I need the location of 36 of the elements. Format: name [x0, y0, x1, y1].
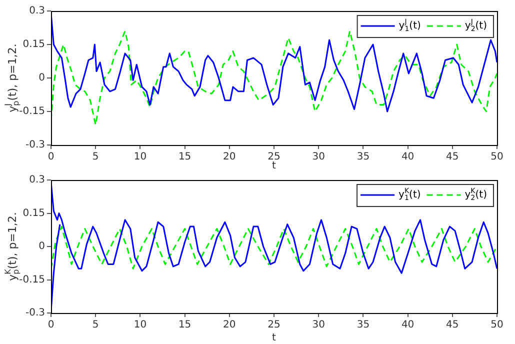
y-tick-label: 0	[38, 241, 45, 252]
x-tick-label: 30	[312, 320, 325, 331]
x-tick-label: 40	[401, 320, 414, 331]
y-tick-label: 0.3	[29, 6, 45, 17]
x-tick-label: 45	[446, 320, 459, 331]
x-tick-label: 50	[490, 320, 504, 331]
x-tick-label: 10	[134, 152, 147, 163]
x-tick-label: 25	[268, 152, 280, 163]
x-tick-label: 35	[356, 320, 370, 331]
y-tick-label: 0.3	[29, 174, 45, 186]
x-tick-label: 10	[134, 320, 147, 331]
x-tick-label: 5	[92, 320, 99, 331]
y-tick-label: 0.15	[22, 208, 45, 219]
y-tick-label: -0.15	[19, 274, 45, 286]
y-axis-title: ypK(t), p=1,2.	[4, 212, 20, 281]
x-tick-label: 15	[178, 152, 192, 163]
x-tick-label: 30	[312, 152, 325, 163]
x-tick-label: 35	[356, 152, 370, 163]
x-tick-label: 40	[401, 152, 414, 163]
x-tick-label: 25	[268, 320, 280, 331]
y-tick-label: -0.3	[25, 140, 45, 151]
x-tick-label: 20	[223, 320, 236, 331]
x-tick-label: 15	[178, 320, 192, 331]
x-tick-label: 5	[92, 152, 99, 163]
y-tick-label: 0.15	[22, 39, 45, 50]
x-tick-label: 0	[48, 320, 54, 331]
x-tick-label: 20	[223, 152, 236, 163]
x-tick-label: 50	[490, 152, 504, 163]
y-tick-label: -0.15	[19, 106, 45, 118]
x-axis-title: t	[272, 332, 276, 344]
x-tick-label: 0	[48, 152, 54, 163]
x-tick-label: 45	[446, 152, 459, 163]
y-axis-title: ypJ(t), p=1,2.	[4, 44, 20, 112]
x-axis-title: t	[272, 160, 276, 172]
y-tick-label: 0	[38, 72, 45, 84]
y-tick-label: -0.3	[25, 308, 45, 319]
